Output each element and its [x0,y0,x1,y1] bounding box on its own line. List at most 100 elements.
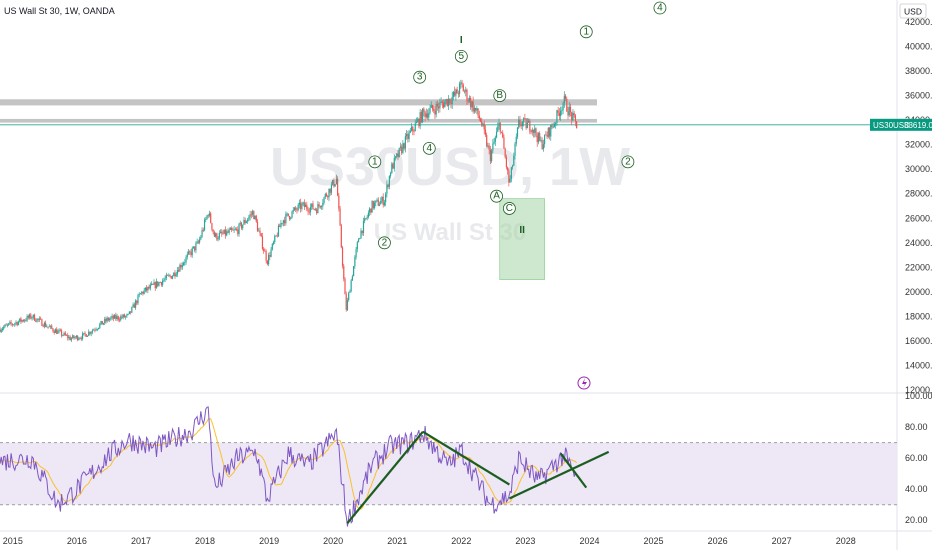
candle-body [26,315,28,321]
candle-body [9,322,11,324]
candle-body [221,231,223,234]
candle-body [339,208,341,226]
candle-body [428,112,430,118]
candle-body [96,329,98,330]
candle-body [213,232,215,237]
candle-body [6,324,8,326]
candle-body [268,255,270,265]
candle-body [304,204,307,208]
candle-body [67,335,69,339]
candle-body [106,318,108,322]
wave-label-1: 1 [368,155,382,169]
candle-body [116,316,118,320]
rsi-tick-label: 20.00 [905,515,928,525]
candle-body [476,108,478,111]
candle-body [499,122,501,132]
currency-button[interactable]: USD [899,3,927,19]
candle-body [88,331,90,336]
candle-body [118,319,121,321]
candle-body [317,204,319,214]
rsi-trend-line [559,452,588,489]
candle-body [237,229,239,235]
candlestick-series [0,79,578,342]
candle-body [64,332,66,336]
candle-body [373,202,376,209]
candle-body [357,239,360,243]
candle-body [409,130,411,133]
candle-body [173,272,175,277]
candle-body [574,115,577,122]
time-axis: 2015 2016 2017 2018 2019 2020 2021 2022 2023 2024… [3,536,856,546]
candle-body [40,318,42,320]
candle-body [438,106,440,109]
candle-body [97,327,100,330]
candle-body [375,200,377,203]
candle-body [80,338,82,340]
currency-button-label[interactable]: USD [904,7,922,17]
candle-body [532,129,535,133]
candle-body [30,314,32,319]
wave-label-A: A [490,189,503,203]
candle-body [265,251,267,261]
candle-body [22,320,25,322]
candle-body [407,134,409,140]
candle-body [131,306,133,313]
candle-body [269,255,271,257]
candle-body [471,101,473,108]
candle-body [270,249,272,257]
candle-body [11,323,13,325]
horizontal-zone [0,118,597,123]
candle-body [449,98,451,103]
candle-body [335,178,337,185]
candle-body [91,330,94,333]
candle-body [47,326,49,328]
wave-label-circle [368,155,382,169]
candle-body [346,300,349,310]
candle-body [38,318,41,320]
candle-body [334,184,336,187]
candle-body [52,328,54,332]
candle-body [435,104,437,115]
candle-body [360,230,362,239]
candle-body [223,229,225,234]
time-tick-label: 2018 [195,536,215,546]
candle-body [519,119,521,125]
candle-body [224,229,227,236]
candle-body [259,230,261,234]
candle-body [16,322,18,325]
candle-body [456,89,458,94]
candle-body [59,330,61,332]
rsi-axis: 20.00 40.00 60.00 80.00 100.00 [905,391,932,525]
candle-body [51,325,53,329]
candle-body [355,249,357,258]
wave-label-text: 4 [657,3,663,14]
candle-body [351,276,353,281]
candle-body [126,314,128,317]
wave-label-B: B [493,89,507,102]
candle-body [153,282,155,285]
candle-body [75,335,77,338]
candle-body [546,135,548,137]
candle-body [222,233,224,235]
wave-label-circle [378,236,391,250]
candle-body [510,167,512,179]
candle-body [454,91,456,96]
candle-body [484,129,487,136]
candle-body [446,99,448,106]
candle-body [160,282,163,285]
candle-body [43,322,45,327]
candle-body [137,295,139,304]
candle-body [545,134,547,136]
candle-body [109,318,111,321]
price-tick-label: 12000.0 [905,385,932,395]
candle-body [356,242,358,250]
candle-body [163,279,165,281]
candle-body [1,328,4,331]
candle-body [130,311,132,313]
lightning-icon[interactable] [577,376,591,390]
candle-body [511,165,514,168]
candle-body [481,121,483,126]
candle-body [166,274,169,276]
candle-body [263,248,265,251]
candle-body [523,118,525,123]
